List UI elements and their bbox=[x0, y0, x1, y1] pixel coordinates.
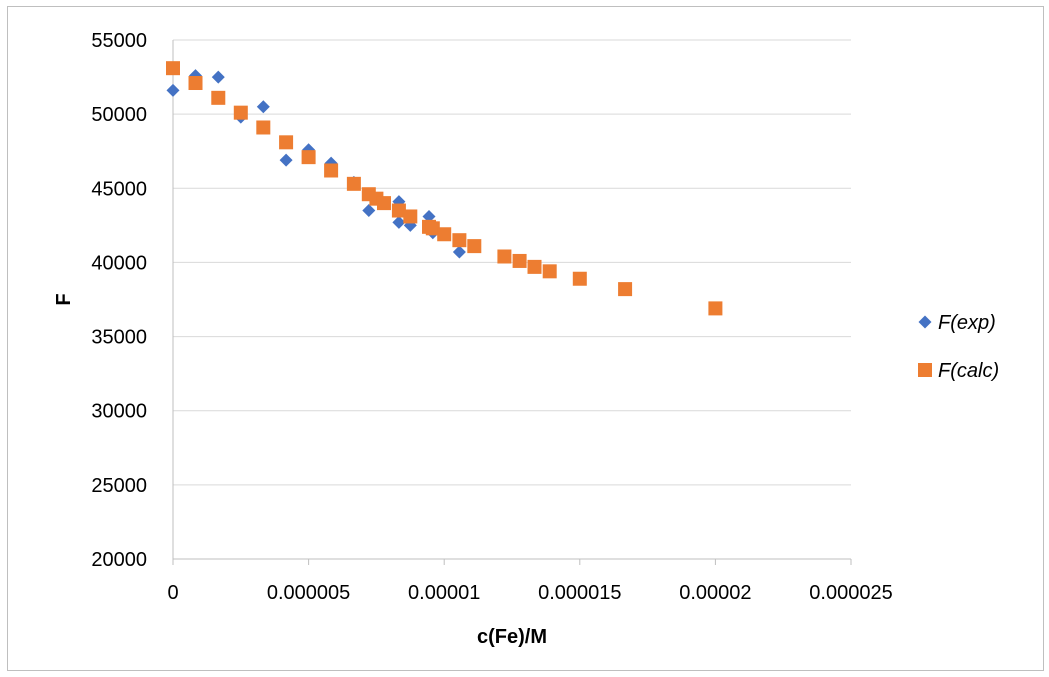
x-tick-label: 0.00001 bbox=[408, 582, 480, 604]
x-tick-labels: 0 0.000005 0.00001 0.000015 0.00002 0.000025 bbox=[167, 582, 892, 604]
y-tick-label: 20000 bbox=[91, 549, 147, 571]
chart-area bbox=[7, 6, 1044, 671]
y-tick-label: 30000 bbox=[91, 401, 147, 423]
y-tick-label: 45000 bbox=[91, 178, 147, 200]
exp-point bbox=[256, 100, 270, 114]
calc-point bbox=[437, 227, 452, 242]
exp-point bbox=[279, 153, 293, 167]
y-tick-labels: 20000 25000 30000 35000 40000 45000 50000 55000 bbox=[91, 30, 147, 571]
legend-exp-marker bbox=[918, 315, 932, 329]
calc-point bbox=[618, 282, 633, 297]
exp-point bbox=[166, 83, 180, 97]
axes bbox=[172, 40, 852, 565]
calc-point bbox=[324, 163, 339, 178]
y-tick-label: 25000 bbox=[91, 475, 147, 497]
calc-point bbox=[301, 150, 316, 165]
calc-point bbox=[467, 239, 482, 254]
legend-label: F(calc) bbox=[938, 360, 999, 382]
plot-points bbox=[166, 61, 723, 316]
x-tick-label: 0 bbox=[167, 582, 178, 604]
calc-point bbox=[346, 176, 361, 191]
legend: F(exp) F(calc) bbox=[918, 312, 999, 382]
legend-label: F(exp) bbox=[938, 312, 996, 334]
exp-point bbox=[362, 204, 376, 218]
y-tick-label: 55000 bbox=[91, 30, 147, 52]
y-tick-label: 50000 bbox=[91, 104, 147, 126]
calc-point bbox=[512, 253, 527, 268]
x-tick-label: 0.000005 bbox=[267, 582, 350, 604]
calc-point bbox=[376, 196, 391, 211]
calc-point bbox=[391, 203, 406, 218]
calc-point bbox=[166, 61, 180, 76]
calc-point bbox=[527, 259, 542, 274]
gridlines bbox=[173, 39, 851, 560]
calc-point bbox=[279, 135, 294, 150]
calc-point bbox=[708, 301, 723, 316]
calc-point bbox=[497, 249, 512, 264]
x-axis-title: c(Fe)/M bbox=[477, 626, 547, 648]
calc-point bbox=[542, 264, 557, 279]
calc-point bbox=[572, 271, 587, 286]
exp-point bbox=[452, 245, 466, 259]
legend-calc-marker bbox=[918, 363, 932, 377]
calc-point bbox=[452, 233, 467, 248]
calc-point bbox=[403, 209, 418, 224]
calc-point bbox=[188, 76, 203, 91]
x-tick-label: 0.000025 bbox=[809, 582, 892, 604]
exp-point bbox=[211, 70, 225, 84]
calc-point bbox=[256, 120, 271, 135]
calc-point bbox=[211, 90, 226, 105]
exp-point bbox=[392, 215, 406, 229]
y-axis-title: F bbox=[53, 293, 75, 305]
y-tick-label: 40000 bbox=[91, 252, 147, 274]
x-tick-label: 0.00002 bbox=[679, 582, 751, 604]
calc-point bbox=[233, 105, 248, 120]
y-tick-label: 35000 bbox=[91, 327, 147, 349]
x-tick-label: 0.000015 bbox=[538, 582, 621, 604]
exp-point bbox=[422, 209, 436, 223]
calc-point bbox=[425, 221, 440, 236]
